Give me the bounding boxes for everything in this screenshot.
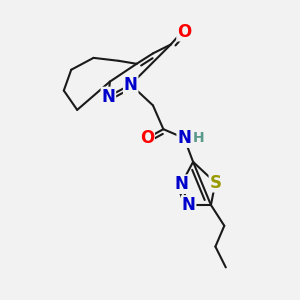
Text: O: O <box>177 23 191 41</box>
Text: N: N <box>177 129 191 147</box>
Text: N: N <box>124 76 138 94</box>
Text: O: O <box>140 129 154 147</box>
Text: N: N <box>174 175 188 193</box>
Text: H: H <box>193 131 204 145</box>
Text: N: N <box>182 196 196 214</box>
Text: S: S <box>209 174 221 192</box>
Text: N: N <box>101 88 115 106</box>
